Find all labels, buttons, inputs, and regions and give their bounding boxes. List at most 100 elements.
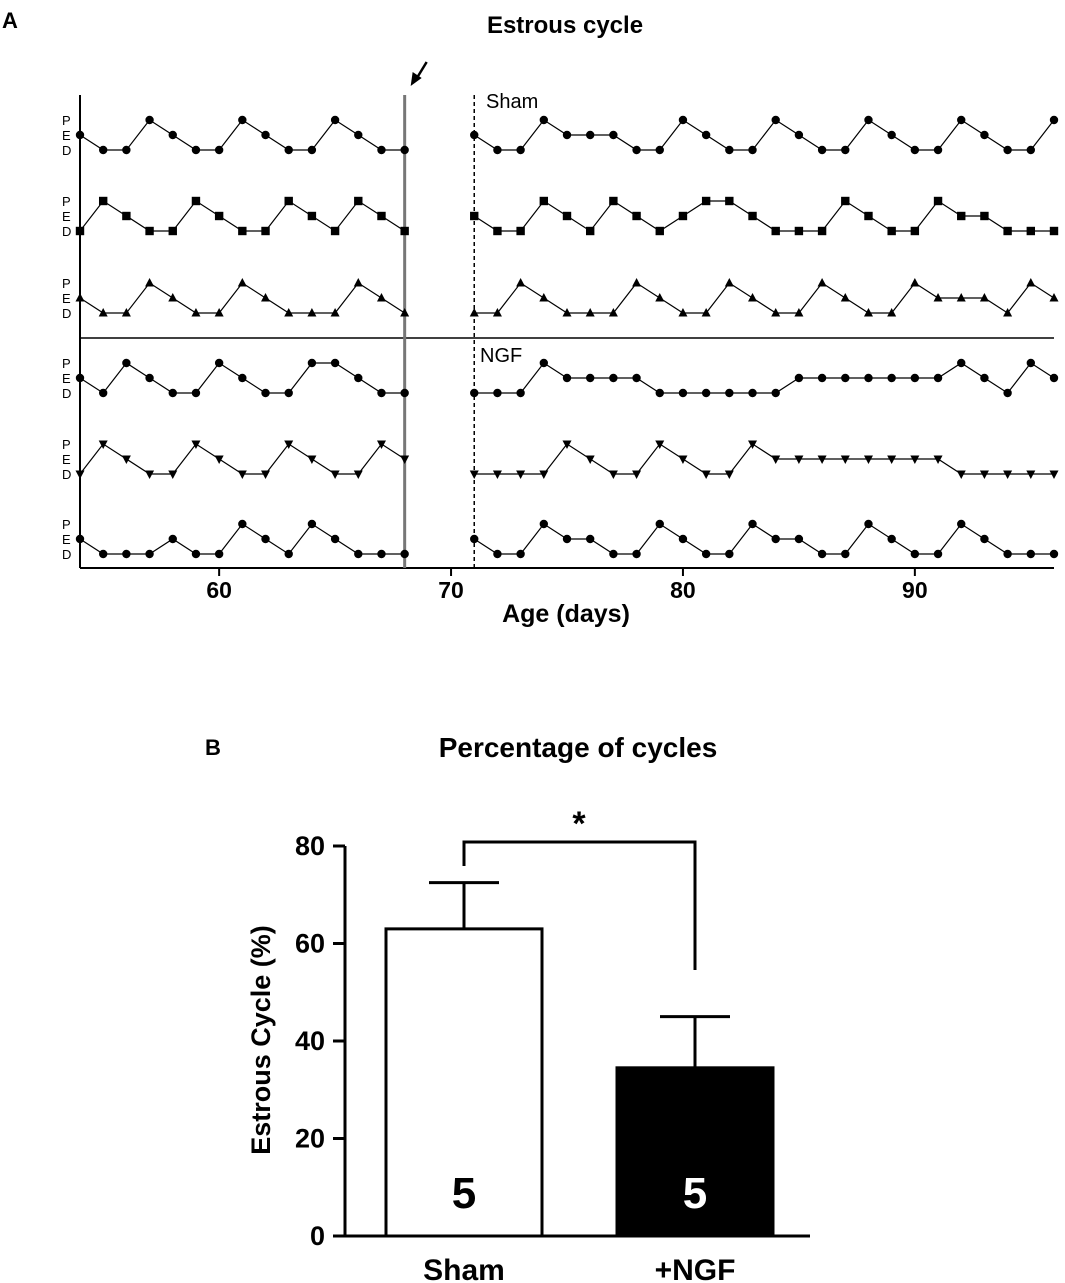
data-point-triangle-down	[469, 470, 479, 479]
data-point-circle	[145, 373, 154, 383]
data-point-circle	[864, 519, 873, 529]
data-point-triangle-down	[1026, 470, 1036, 479]
data-point-circle	[214, 358, 224, 368]
data-point-circle	[168, 130, 177, 140]
data-point-square	[145, 226, 154, 236]
data-point-circle	[539, 358, 549, 368]
data-point-square	[284, 196, 293, 206]
data-point-square	[817, 226, 827, 236]
data-point-square	[470, 211, 479, 221]
bar-sham	[384, 927, 544, 1238]
data-point-triangle-up	[887, 308, 897, 317]
y-tick-label: 40	[295, 1026, 325, 1056]
data-point-circle	[771, 534, 780, 544]
data-point-triangle-up	[284, 308, 294, 317]
data-point-square	[238, 226, 247, 236]
data-point-triangle-up	[956, 293, 966, 302]
data-point-square	[400, 226, 409, 236]
data-point-triangle-up	[632, 278, 642, 287]
data-point-circle	[400, 549, 409, 559]
state-label-d: D	[62, 143, 71, 158]
data-point-circle	[98, 388, 108, 398]
data-point-circle	[910, 373, 920, 383]
panel-a-xlabel: Age (days)	[502, 600, 630, 628]
data-point-triangle-up	[121, 308, 131, 317]
cycle-series-line	[79, 282, 405, 314]
data-point-triangle-up	[539, 293, 549, 302]
data-point-circle	[168, 534, 177, 544]
data-point-square	[562, 211, 572, 221]
data-point-triangle-down	[284, 440, 294, 449]
data-point-circle	[562, 534, 572, 544]
data-point-square	[585, 226, 595, 236]
data-point-circle	[539, 519, 549, 529]
data-point-triangle-down	[863, 455, 873, 464]
data-point-triangle-up	[492, 308, 502, 317]
data-point-triangle-down	[261, 470, 271, 479]
data-point-triangle-down	[516, 470, 526, 479]
data-point-circle	[284, 549, 293, 559]
data-point-square	[168, 226, 177, 236]
data-point-circle	[655, 519, 664, 529]
data-point-square	[794, 226, 804, 236]
data-point-circle	[632, 145, 641, 155]
data-point-circle	[887, 373, 896, 383]
data-point-circle	[168, 388, 177, 398]
data-point-circle	[841, 145, 850, 155]
data-point-square	[539, 196, 549, 206]
data-point-square	[1026, 226, 1036, 236]
data-point-triangle-down	[75, 470, 85, 479]
data-point-circle	[1003, 549, 1012, 559]
data-point-circle	[725, 549, 734, 559]
data-point-circle	[354, 130, 363, 140]
data-point-triangle-up	[585, 308, 595, 317]
data-point-triangle-up	[655, 293, 665, 302]
data-point-circle	[400, 388, 409, 398]
data-point-triangle-up	[98, 308, 108, 317]
data-point-triangle-down	[933, 455, 943, 464]
data-point-triangle-up	[794, 308, 804, 317]
ngf-group-label: NGF	[480, 345, 522, 367]
state-label-p: P	[62, 194, 71, 209]
data-point-triangle-down	[585, 455, 595, 464]
data-point-triangle-down	[98, 440, 108, 449]
data-point-triangle-down	[1003, 470, 1013, 479]
data-point-circle	[1026, 145, 1036, 155]
data-point-triangle-up	[608, 308, 618, 317]
state-label-e: E	[62, 128, 71, 143]
data-point-circle	[980, 373, 989, 383]
data-point-circle	[1049, 115, 1059, 125]
data-point-square	[1049, 226, 1059, 236]
data-point-circle	[887, 130, 896, 140]
data-point-circle	[980, 130, 989, 140]
bar-ngf	[615, 1066, 775, 1238]
data-point-circle	[864, 373, 873, 383]
data-point-circle	[1049, 549, 1059, 559]
data-point-circle	[1026, 358, 1036, 368]
data-point-square	[214, 211, 224, 221]
data-point-circle	[330, 115, 340, 125]
data-point-square	[191, 196, 201, 206]
data-point-triangle-up	[214, 308, 224, 317]
data-point-square	[1003, 226, 1012, 236]
sham-group-label: Sham	[486, 91, 538, 113]
x-tick-label: 70	[438, 577, 464, 603]
data-point-circle	[493, 145, 502, 155]
data-point-square	[307, 211, 317, 221]
data-point-triangle-up	[562, 308, 572, 317]
data-point-triangle-up	[1026, 278, 1036, 287]
data-point-circle	[585, 534, 595, 544]
data-point-circle	[701, 388, 711, 398]
data-point-triangle-down	[956, 470, 966, 479]
data-point-circle	[887, 534, 896, 544]
cycle-series-line	[474, 443, 1054, 475]
data-point-triangle-down	[168, 470, 178, 479]
data-point-triangle-down	[632, 470, 642, 479]
data-point-square	[377, 211, 386, 221]
data-point-square	[933, 196, 943, 206]
data-point-circle	[562, 130, 572, 140]
data-point-circle	[980, 534, 989, 544]
data-point-circle	[493, 549, 502, 559]
cycle-series-line	[473, 523, 1054, 555]
data-point-circle	[701, 549, 711, 559]
